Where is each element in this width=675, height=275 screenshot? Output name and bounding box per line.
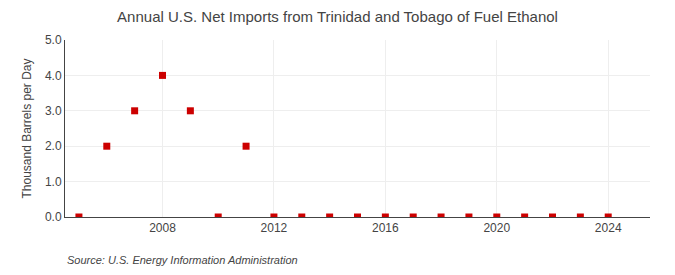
svg-text:0.0: 0.0 xyxy=(45,210,62,224)
svg-text:2016: 2016 xyxy=(372,221,399,235)
svg-text:2.0: 2.0 xyxy=(45,139,62,153)
svg-text:1.0: 1.0 xyxy=(45,175,62,189)
svg-text:2008: 2008 xyxy=(149,221,176,235)
svg-text:4.0: 4.0 xyxy=(45,69,62,83)
svg-text:3.0: 3.0 xyxy=(45,104,62,118)
svg-text:2012: 2012 xyxy=(261,221,288,235)
svg-text:Thousand Barrels per Day: Thousand Barrels per Day xyxy=(20,58,34,198)
svg-text:5.0: 5.0 xyxy=(45,33,62,47)
svg-text:Annual U.S. Net Imports from T: Annual U.S. Net Imports from Trinidad an… xyxy=(117,8,558,25)
svg-text:2020: 2020 xyxy=(483,221,510,235)
svg-text:2024: 2024 xyxy=(595,221,622,235)
svg-text:Source: U.S. Energy Informatio: Source: U.S. Energy Information Administ… xyxy=(67,254,298,266)
